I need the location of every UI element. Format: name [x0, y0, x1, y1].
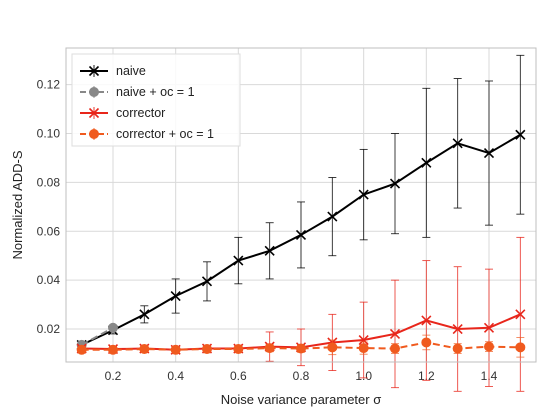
y-tick-label: 0.06 [37, 224, 61, 238]
x-tick-label: 0.4 [167, 369, 184, 383]
series-layer [76, 54, 526, 392]
y-tick-label: 0.10 [37, 127, 61, 141]
data-point [327, 342, 338, 353]
data-point [484, 341, 494, 352]
data-point [421, 337, 432, 348]
data-point [327, 211, 338, 222]
data-point [389, 328, 401, 339]
data-point [421, 315, 432, 326]
legend-item-0: naive [80, 64, 146, 78]
data-point [295, 229, 307, 240]
data-point [170, 344, 181, 355]
data-point [296, 343, 306, 354]
marker-stroke [389, 328, 401, 339]
y-axis-ticks: 0.02 0.04 0.06 0.08 0.10 0.12 [37, 78, 61, 336]
data-point [139, 344, 150, 355]
data-point [358, 334, 369, 346]
y-axis-label: Normalized ADD-S [10, 150, 25, 259]
legend-box [71, 53, 241, 147]
data-point [483, 148, 495, 159]
legend: naive naive + oc = 1 corrector corrector + … [71, 53, 241, 147]
series-1 [76, 322, 118, 350]
data-point [358, 189, 369, 200]
data-point [421, 157, 432, 168]
data-point [390, 343, 400, 354]
marker-stroke [452, 138, 463, 149]
data-point [515, 342, 526, 353]
marker-stroke [421, 315, 432, 326]
marker-stroke [389, 178, 401, 189]
marker-stroke [452, 323, 463, 335]
marker-stroke [515, 309, 526, 320]
marker-stroke [358, 189, 369, 200]
plot-frame [65, 47, 537, 363]
marker-stroke [515, 129, 526, 140]
marker-stroke [233, 255, 244, 266]
legend-label: corrector + oc = 1 [116, 127, 214, 141]
data-point [76, 344, 87, 355]
data-point [389, 178, 401, 189]
marker-stroke [295, 229, 307, 240]
legend-marker [88, 107, 100, 119]
data-point [452, 138, 463, 149]
data-point [264, 343, 275, 354]
x-tick-label: 0.2 [105, 369, 122, 383]
y-tick-label: 0.02 [37, 322, 61, 336]
data-point [515, 309, 526, 320]
y-tick-label: 0.08 [37, 175, 61, 189]
data-point [452, 323, 463, 335]
series-3 [76, 334, 526, 358]
marker-stroke [327, 211, 338, 222]
data-point [170, 290, 181, 302]
data-point [515, 129, 526, 140]
marker-stroke [264, 245, 275, 256]
legend-item-3: corrector + oc = 1 [80, 127, 214, 141]
data-point [139, 309, 150, 320]
marker-stroke [201, 276, 213, 287]
marker-stroke [483, 148, 495, 159]
legend-item-2: corrector [80, 106, 165, 120]
marker-stroke [88, 107, 100, 119]
marker-stroke [483, 322, 495, 333]
x-axis-ticks: 0.2 0.4 0.6 0.8 1.0 1.2 1.4 [105, 369, 498, 383]
marker-stroke [421, 157, 432, 168]
data-point [264, 245, 275, 256]
series-line [81, 341, 521, 351]
legend-label: corrector [116, 106, 165, 120]
x-tick-label: 0.8 [293, 369, 310, 383]
data-point [233, 344, 244, 355]
marker-stroke [139, 309, 150, 320]
data-point [202, 344, 212, 355]
data-point [108, 322, 118, 333]
data-point [108, 344, 118, 355]
data-point [483, 322, 495, 333]
y-tick-label: 0.04 [37, 273, 61, 287]
x-tick-label: 0.6 [230, 369, 247, 383]
marker-stroke [88, 65, 100, 77]
legend-label: naive [116, 64, 146, 78]
y-tick-label: 0.12 [37, 78, 61, 92]
marker-stroke [170, 290, 181, 302]
series-line [81, 326, 114, 346]
data-point [452, 343, 463, 354]
data-point [201, 276, 213, 287]
legend-marker [89, 87, 99, 97]
legend-label: naive + oc = 1 [116, 85, 195, 99]
marker-stroke [358, 334, 369, 346]
data-point [358, 343, 369, 354]
legend-item-1: naive + oc = 1 [80, 85, 195, 99]
legend-marker [88, 65, 100, 77]
data-point [233, 255, 244, 266]
x-axis-label: Noise variance parameter σ [221, 392, 381, 407]
legend-marker [89, 129, 99, 139]
